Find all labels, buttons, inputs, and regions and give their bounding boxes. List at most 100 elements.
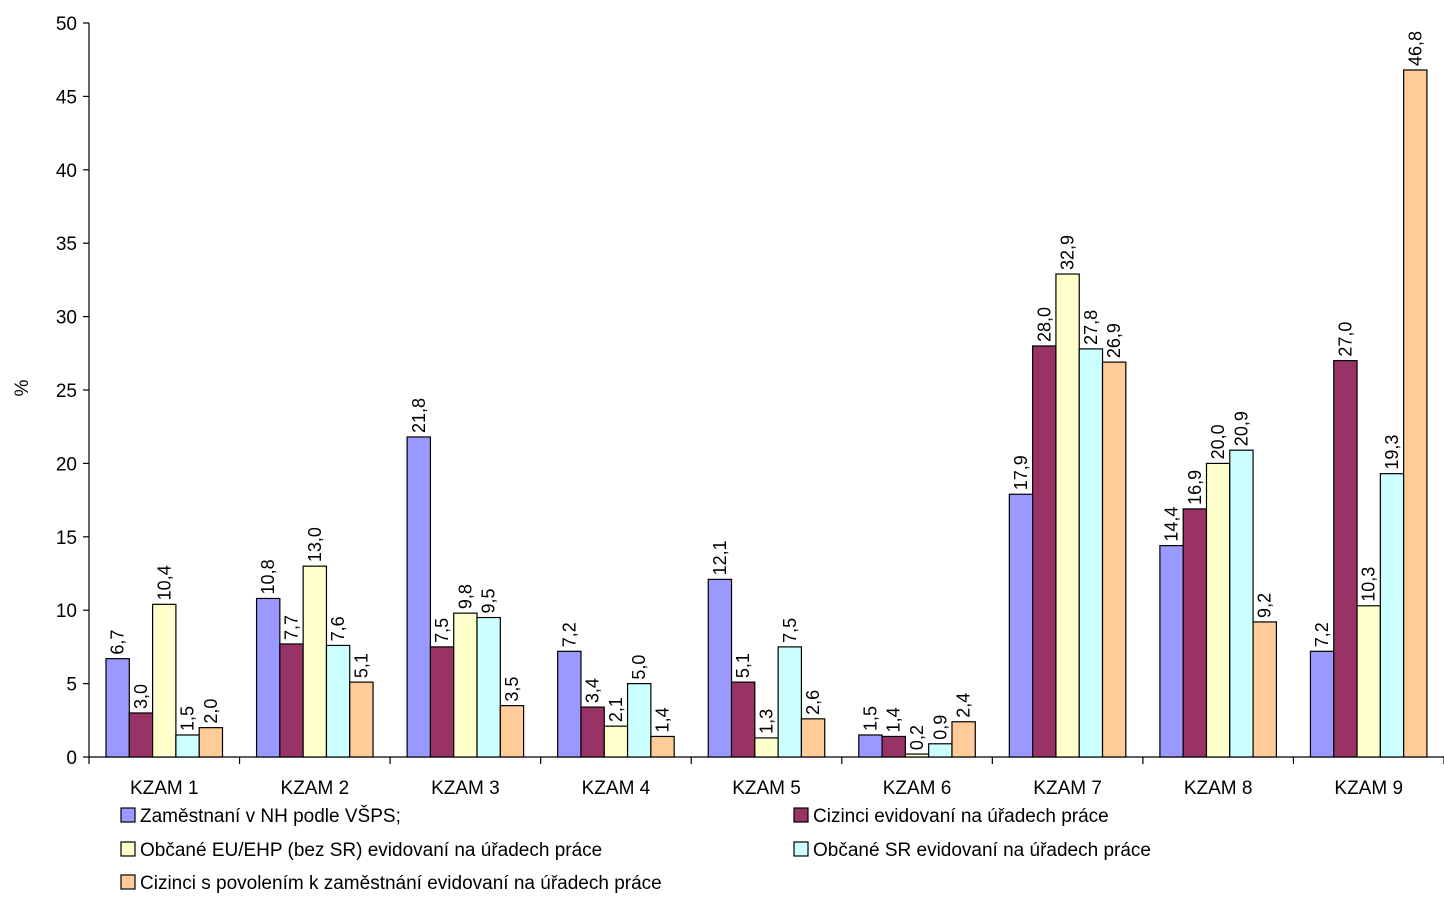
data-label: 27,8 (1081, 310, 1101, 345)
data-label: 20,0 (1208, 424, 1228, 459)
bar (858, 734, 883, 758)
bar (1252, 621, 1277, 758)
bar (904, 753, 930, 758)
data-label: 1,4 (653, 707, 673, 732)
data-label: 20,9 (1231, 411, 1251, 446)
bar (951, 721, 976, 758)
data-label: 3,0 (131, 684, 151, 709)
legend-swatch (120, 807, 136, 823)
data-label: 5,0 (629, 655, 649, 680)
data-label: 28,0 (1034, 307, 1054, 342)
legend-swatch (120, 874, 136, 890)
x-category-label: KZAM 3 (431, 778, 500, 799)
bar (730, 681, 756, 758)
x-category-label: KZAM 2 (281, 778, 350, 799)
data-label: 7,5 (432, 618, 452, 643)
bar (152, 603, 177, 758)
bar (302, 565, 328, 758)
data-label: 7,2 (1312, 622, 1332, 647)
bar (1333, 360, 1358, 758)
legend-label: Cizinci s povolením k zaměstnání evidova… (140, 873, 662, 894)
data-label: 3,4 (583, 678, 603, 703)
y-tick-label: 5 (66, 675, 77, 696)
bar (557, 650, 582, 758)
data-label: 9,8 (455, 584, 475, 609)
data-label: 1,5 (178, 706, 198, 731)
data-label: 5,1 (351, 653, 371, 678)
data-label: 21,8 (409, 398, 429, 433)
x-category-label: KZAM 6 (883, 778, 952, 799)
data-label: 26,9 (1104, 323, 1124, 358)
bar (754, 737, 779, 758)
legend-label: Občané SR evidovaní na úřadech práce (813, 840, 1151, 861)
bar (928, 743, 953, 758)
bar (198, 727, 224, 758)
bar (1032, 345, 1057, 758)
bar (1159, 545, 1184, 758)
bar (128, 712, 154, 758)
bar (406, 436, 432, 758)
bar (1078, 348, 1104, 758)
y-tick-label: 45 (56, 87, 77, 108)
data-label: 0,2 (907, 725, 927, 750)
data-label: 16,9 (1185, 470, 1205, 505)
bar (1101, 361, 1127, 758)
y-tick-label: 25 (56, 381, 77, 402)
data-label: 0,9 (930, 715, 950, 740)
data-label: 2,4 (954, 693, 974, 718)
bar (1309, 650, 1335, 758)
x-category-label: KZAM 4 (582, 778, 651, 799)
data-label: 19,3 (1382, 435, 1402, 470)
data-label: 9,2 (1255, 593, 1275, 618)
data-label: 2,0 (201, 699, 221, 724)
bar (1403, 69, 1428, 758)
bar (175, 734, 200, 758)
y-tick-label: 10 (56, 601, 77, 622)
data-label: 13,0 (305, 527, 325, 562)
bar (707, 578, 733, 758)
data-label: 7,6 (328, 616, 348, 641)
bar (1379, 473, 1405, 758)
data-label: 5,1 (733, 653, 753, 678)
bar (255, 597, 281, 758)
x-category-label: KZAM 5 (732, 778, 801, 799)
x-category-label: KZAM 1 (130, 778, 199, 799)
data-label: 2,6 (803, 690, 823, 715)
y-tick-label: 15 (56, 528, 77, 549)
data-label: 10,3 (1359, 567, 1379, 602)
y-tick-label: 30 (56, 308, 77, 329)
bar (279, 643, 304, 758)
y-tick-label: 0 (66, 748, 77, 769)
legend-label: Občané EU/EHP (bez SR) evidovaní na úřad… (140, 840, 602, 861)
data-label: 9,5 (479, 589, 499, 614)
bar (650, 735, 675, 758)
bar (1229, 449, 1254, 758)
y-tick-label: 35 (56, 234, 77, 255)
y-axis-label: % (12, 379, 33, 396)
bar (499, 705, 525, 758)
bar (1205, 462, 1231, 758)
data-label: 12,1 (710, 540, 730, 575)
bar (349, 681, 374, 758)
bar (603, 725, 629, 758)
legend-swatch (793, 807, 809, 823)
legend-swatch (120, 841, 136, 857)
data-label: 1,5 (860, 706, 880, 731)
bar (1008, 493, 1034, 758)
data-label: 10,8 (258, 559, 278, 594)
data-label: 46,8 (1405, 31, 1425, 66)
y-tick-label: 20 (56, 454, 77, 475)
x-category-label: KZAM 8 (1184, 778, 1253, 799)
bar (476, 616, 501, 758)
y-tick-label: 40 (56, 161, 77, 182)
data-label: 3,5 (502, 677, 522, 702)
bar (1182, 508, 1208, 758)
data-label: 7,7 (282, 615, 302, 640)
data-label: 7,5 (780, 618, 800, 643)
data-label: 6,7 (108, 630, 128, 655)
x-category-label: KZAM 7 (1033, 778, 1102, 799)
bar (881, 735, 906, 758)
bar (777, 646, 803, 758)
